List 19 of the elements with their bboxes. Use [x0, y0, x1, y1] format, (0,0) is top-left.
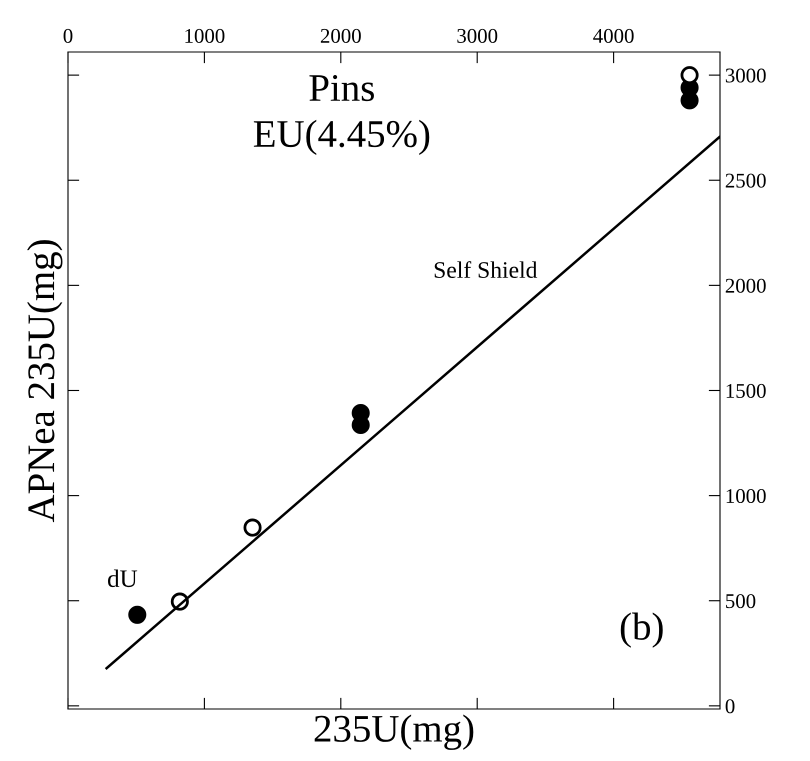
- x-tick-label: 4000: [593, 28, 634, 43]
- annotation: dU: [108, 570, 138, 588]
- y-tick-label: 1500: [726, 384, 766, 398]
- x-axis-title: 235U(mg): [314, 714, 474, 750]
- annotation: Pins: [309, 75, 374, 102]
- y-tick-label: 0: [726, 699, 734, 714]
- y-tick-label: 2500: [726, 174, 766, 188]
- x-tick-label: 1000: [185, 28, 224, 43]
- y-tick-label: 500: [726, 594, 756, 608]
- y-axis-title: APNea 235U(mg): [27, 240, 62, 522]
- y-tick-label: 2000: [726, 278, 766, 293]
- x-tick-label: 0: [64, 28, 72, 43]
- y-tick-label: 3000: [726, 68, 766, 83]
- y-tick-label: 1000: [726, 488, 766, 504]
- annotation: EU(4.45%): [254, 120, 430, 156]
- annotation: (b): [620, 612, 663, 648]
- x-tick-label: 2000: [320, 28, 361, 43]
- annotation: Self Shield: [434, 261, 538, 278]
- x-tick-label: 3000: [457, 28, 498, 43]
